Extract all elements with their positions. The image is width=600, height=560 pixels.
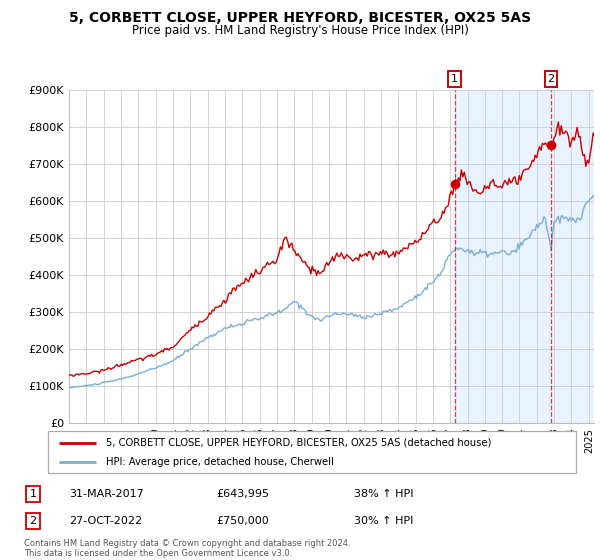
Text: £750,000: £750,000 [216,516,269,526]
Text: 30% ↑ HPI: 30% ↑ HPI [354,516,413,526]
Text: 1: 1 [451,74,458,84]
Text: Contains HM Land Registry data © Crown copyright and database right 2024.
This d: Contains HM Land Registry data © Crown c… [24,539,350,558]
Text: 5, CORBETT CLOSE, UPPER HEYFORD, BICESTER, OX25 5AS: 5, CORBETT CLOSE, UPPER HEYFORD, BICESTE… [69,11,531,25]
Text: 31-MAR-2017: 31-MAR-2017 [69,489,144,499]
Text: 2: 2 [29,516,37,526]
Text: 27-OCT-2022: 27-OCT-2022 [69,516,142,526]
Text: 1: 1 [29,489,37,499]
Text: £643,995: £643,995 [216,489,269,499]
Text: 5, CORBETT CLOSE, UPPER HEYFORD, BICESTER, OX25 5AS (detached house): 5, CORBETT CLOSE, UPPER HEYFORD, BICESTE… [106,437,491,447]
Text: HPI: Average price, detached house, Cherwell: HPI: Average price, detached house, Cher… [106,457,334,467]
Bar [455,90,600,423]
Text: 2: 2 [547,74,554,84]
Text: 38% ↑ HPI: 38% ↑ HPI [354,489,413,499]
Text: Price paid vs. HM Land Registry's House Price Index (HPI): Price paid vs. HM Land Registry's House … [131,24,469,36]
